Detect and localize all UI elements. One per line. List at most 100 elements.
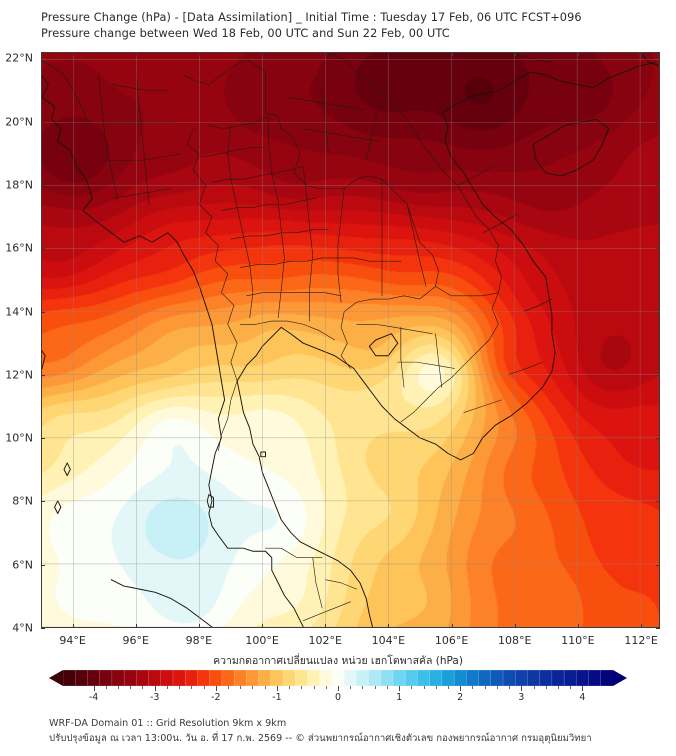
y-tick-mark <box>41 438 45 440</box>
x-axis-label: 100°E <box>245 634 279 647</box>
colorbar-tick <box>399 686 401 691</box>
y-axis-label: 14°N <box>5 305 33 319</box>
x-axis-label: 112°E <box>624 634 658 647</box>
x-tick-mark <box>198 624 200 628</box>
y-axis-label: 18°N <box>5 178 33 192</box>
x-tick-mark <box>135 52 137 56</box>
colorbar-tick-label: 2 <box>457 692 464 703</box>
colorbar-block: ความกดอากาศเปลี่ยนแปลง หน่วย เฮกโตพาสคัล… <box>0 652 676 708</box>
colorbar-tick <box>558 686 559 689</box>
y-axis-label: 16°N <box>5 241 33 255</box>
x-tick-mark <box>514 52 516 56</box>
y-tick-mark <box>656 564 660 566</box>
y-tick-mark <box>41 628 45 629</box>
colorbar-tick-label: 0 <box>334 692 342 703</box>
y-tick-mark <box>41 121 45 123</box>
colorbar-tick <box>545 686 547 689</box>
colorbar-tick <box>350 686 352 689</box>
colorbar-tick <box>374 686 376 689</box>
colorbar-tick-label: 3 <box>518 692 525 703</box>
x-tick-mark <box>198 52 200 56</box>
x-tick-mark <box>262 624 264 628</box>
y-tick-mark <box>656 501 660 503</box>
y-tick-mark <box>656 121 660 123</box>
y-tick-mark <box>656 248 660 250</box>
y-tick-mark <box>41 501 45 503</box>
colorbar-tick-label: 1 <box>396 692 403 703</box>
colorbar-tick <box>362 686 364 689</box>
x-tick-mark <box>451 624 453 628</box>
x-tick-mark <box>577 52 579 56</box>
y-tick-mark <box>41 184 45 186</box>
colorbar-tick <box>105 686 107 689</box>
y-axis-label: 20°N <box>5 115 33 129</box>
chart-title-block: Pressure Change (hPa) - [Data Assimilati… <box>41 10 661 42</box>
x-axis-label: 94°E <box>59 634 86 647</box>
x-tick-mark <box>514 624 516 628</box>
x-tick-mark <box>641 52 643 56</box>
colorbar-tick <box>448 686 449 689</box>
colorbar-tick <box>423 686 425 689</box>
colorbar-tick <box>435 686 437 689</box>
colorbar-tick-label: 4 <box>579 692 586 703</box>
y-tick-mark <box>656 311 660 313</box>
footer-block: WRF-DA Domain 01 :: Grid Resolution 9km … <box>49 716 669 746</box>
colorbar-tick <box>154 686 156 691</box>
coastline-and-border-overlay <box>42 53 659 627</box>
colorbar-tick-label: -2 <box>211 692 221 703</box>
colorbar-tick <box>264 686 266 689</box>
y-axis-label: 10°N <box>5 431 33 445</box>
x-tick-mark <box>325 52 327 56</box>
colorbar-tick-label: -4 <box>88 692 99 703</box>
colorbar-tick <box>130 686 132 689</box>
colorbar-tick <box>289 686 291 689</box>
x-tick-mark <box>388 52 390 56</box>
colorbar-tick <box>240 686 242 689</box>
x-tick-mark <box>262 52 264 56</box>
y-tick-mark <box>41 374 45 376</box>
colorbar-tick <box>142 686 144 689</box>
y-tick-mark <box>41 311 45 313</box>
colorbar-tick <box>386 686 388 689</box>
colorbar-tick <box>533 686 535 689</box>
y-tick-mark <box>41 564 45 566</box>
y-tick-mark <box>41 58 45 60</box>
colorbar-tick <box>203 686 205 689</box>
colorbar-tick-label: -3 <box>149 692 160 703</box>
x-axis-label: 106°E <box>434 634 469 647</box>
colorbar-tick <box>228 686 229 689</box>
x-tick-mark <box>325 624 327 628</box>
x-tick-mark <box>72 52 74 56</box>
colorbar-tick <box>472 686 474 689</box>
x-tick-mark <box>641 624 643 628</box>
colorbar-tick <box>460 686 462 691</box>
y-tick-mark <box>656 628 660 629</box>
colorbar-tick <box>166 686 168 689</box>
colorbar-tick <box>496 686 498 689</box>
colorbar-tick <box>338 686 339 691</box>
colorbar-tick <box>484 686 486 689</box>
pressure-change-heatmap <box>42 53 659 627</box>
x-axis-label: 110°E <box>561 634 595 647</box>
x-tick-mark <box>388 624 390 628</box>
y-axis-label: 22°N <box>5 51 33 65</box>
y-axis-label: 12°N <box>5 368 33 382</box>
colorbar-tick <box>325 686 327 689</box>
y-tick-mark <box>656 374 660 376</box>
colorbar-tick-label: -1 <box>272 692 282 703</box>
x-axis-label: 96°E <box>122 634 149 647</box>
y-axis-label: 8°N <box>12 494 33 508</box>
colorbar-tick <box>521 686 523 691</box>
colorbar-tick <box>411 686 413 689</box>
chart-title-line-1: Pressure Change (hPa) - [Data Assimilati… <box>41 11 582 24</box>
colorbar-tick <box>252 686 254 689</box>
chart-title-line-2: Pressure change between Wed 18 Feb, 00 U… <box>41 27 450 40</box>
map-axes <box>41 52 660 628</box>
colorbar-tick <box>301 686 303 689</box>
colorbar-tick <box>191 686 193 689</box>
x-axis-label: 98°E <box>185 634 213 647</box>
y-tick-mark <box>656 184 660 186</box>
colorbar-tick <box>118 686 119 689</box>
colorbar-tick <box>93 686 95 691</box>
colorbar <box>49 670 627 686</box>
